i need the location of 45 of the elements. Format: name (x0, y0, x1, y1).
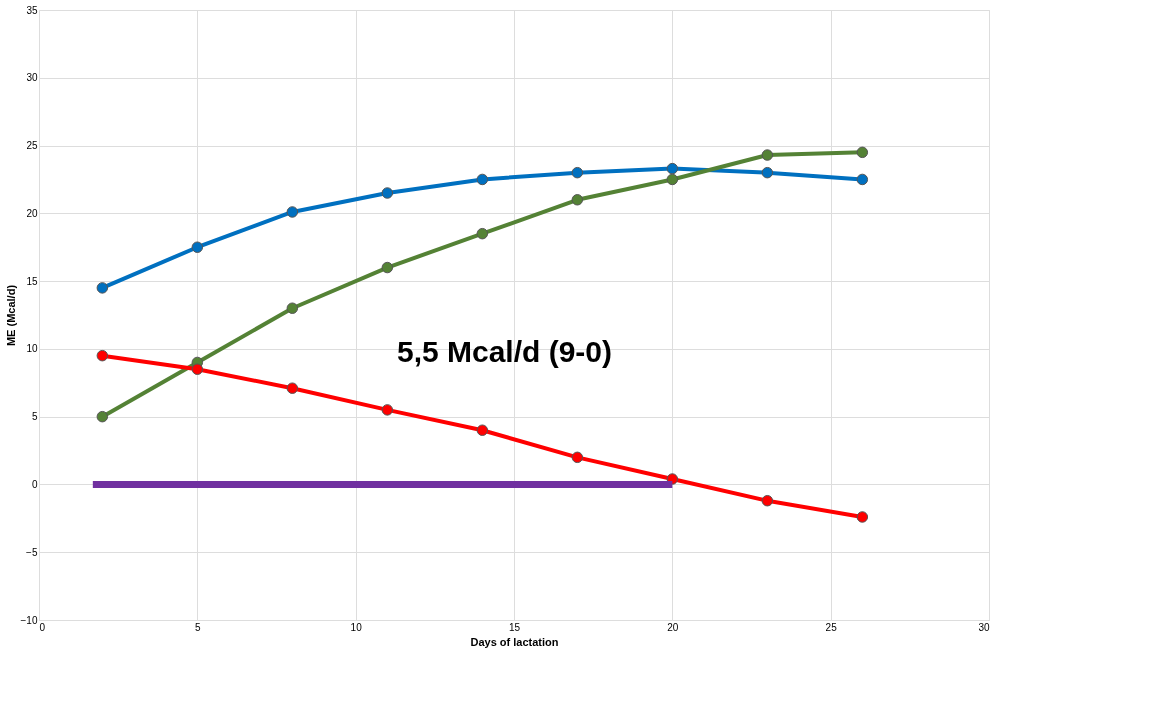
point (286, 382, 299, 394)
point (381, 404, 394, 416)
y-tick-label: 20 (26, 207, 38, 219)
x-axis-title: Days of lactation (470, 635, 559, 648)
x-tick-label: 30 (978, 621, 990, 633)
x-tick-label: 15 (508, 621, 521, 633)
point (856, 146, 869, 159)
point (476, 227, 489, 240)
point (761, 166, 774, 179)
y-tick-label: 25 (26, 140, 38, 152)
point (191, 363, 204, 375)
point (856, 511, 869, 523)
y-tick-label: −5 (26, 546, 38, 558)
y-tick-label: 15 (26, 275, 38, 287)
point (856, 173, 869, 186)
y-tick-label: −10 (20, 614, 38, 626)
point (286, 302, 299, 314)
point (761, 149, 774, 161)
x-tick-label: 10 (350, 621, 363, 633)
y-tick-label: 5 (31, 411, 38, 423)
x-tick-label: 20 (667, 621, 679, 633)
x-tick-label: 0 (39, 621, 46, 633)
point (666, 173, 679, 186)
y-tick-label: 10 (26, 343, 38, 355)
annotation: 5,5 Mcal/d (9-0) (396, 334, 613, 368)
y-axis-title: ME (Mcal/d) (4, 284, 17, 347)
point (571, 194, 584, 206)
point (96, 349, 109, 362)
x-tick-label: 25 (825, 621, 838, 633)
point (666, 162, 679, 175)
point (96, 282, 109, 294)
y-tick-label: 30 (26, 72, 38, 84)
point (96, 410, 109, 423)
point (476, 173, 489, 186)
point (476, 424, 489, 436)
point (571, 451, 584, 464)
point (381, 261, 394, 274)
point (286, 206, 299, 218)
y-tick-label: 35 (26, 4, 38, 16)
point (571, 166, 584, 179)
point (381, 187, 394, 199)
point (191, 241, 204, 253)
y-tick-label: 0 (31, 478, 38, 490)
point (761, 494, 774, 507)
x-tick-label: 5 (195, 621, 202, 633)
